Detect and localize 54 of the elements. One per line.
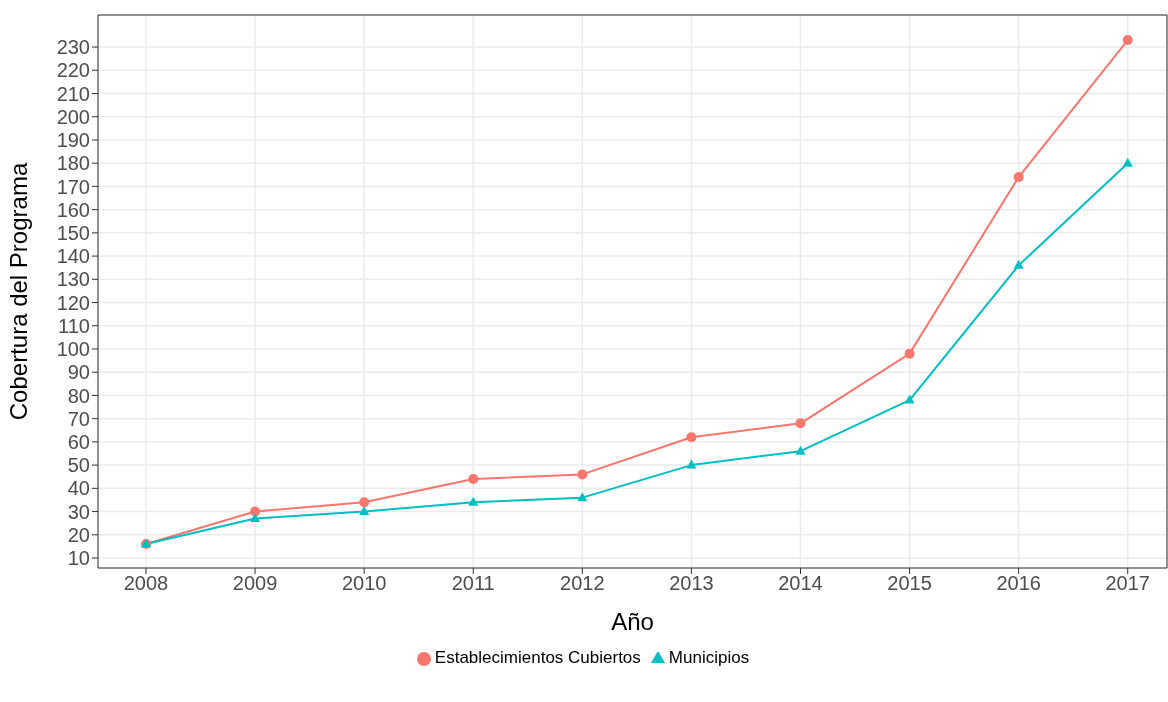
y-tick-label: 230 [56, 36, 90, 59]
point [359, 497, 370, 508]
x-axis-title: Año [611, 608, 654, 635]
y-tick-label: 170 [56, 175, 90, 198]
y-tick-label: 70 [67, 407, 90, 430]
y-tick-label: 190 [56, 129, 90, 152]
point [1013, 259, 1024, 269]
y-tick-label: 160 [56, 198, 90, 221]
x-tick-label: 2011 [451, 572, 495, 595]
point [1122, 35, 1133, 46]
point [686, 459, 697, 469]
point [468, 496, 479, 506]
y-tick-label: 30 [67, 500, 90, 523]
x-tick-label: 2015 [887, 572, 932, 595]
y-tick-label: 100 [56, 338, 90, 361]
y-tick-label: 150 [56, 221, 90, 244]
y-tick-label: 50 [67, 454, 90, 477]
y-axis-title: Cobertura del Programa [4, 162, 32, 421]
point [795, 445, 806, 455]
y-tick-label: 80 [67, 384, 90, 407]
y-tick-label: 40 [67, 477, 90, 500]
y-tick-label: 110 [58, 314, 90, 337]
point [1122, 157, 1133, 167]
point [468, 474, 479, 485]
point [1013, 172, 1024, 183]
legend-label: Municipios [668, 648, 750, 667]
y-tick-label: 220 [56, 59, 90, 82]
point [904, 394, 915, 404]
point [250, 513, 261, 523]
y-tick-label: 140 [56, 245, 90, 268]
y-tick-label: 180 [56, 152, 90, 175]
point [577, 469, 588, 480]
point [686, 432, 697, 443]
y-tick-label: 130 [56, 268, 90, 291]
y-tick-label: 20 [67, 523, 90, 546]
x-tick-label: 2017 [1105, 572, 1150, 595]
x-tick-label: 2009 [232, 572, 278, 595]
x-tick-label: 2014 [778, 572, 823, 595]
x-tick-label: 2010 [341, 572, 387, 595]
x-tick-label: 2012 [560, 572, 605, 595]
x-tick-label: 2008 [123, 572, 169, 595]
legend-label: Establecimientos Cubiertos [434, 648, 641, 667]
x-tick-label: 2016 [996, 572, 1041, 595]
point [359, 506, 370, 516]
y-tick-label: 10 [67, 547, 90, 570]
point [904, 348, 915, 359]
y-tick-label: 210 [56, 82, 90, 105]
point [577, 492, 588, 502]
y-tick-label: 120 [56, 291, 90, 314]
y-tick-label: 200 [56, 105, 90, 128]
y-tick-label: 90 [67, 361, 90, 384]
x-tick-label: 2013 [669, 572, 714, 595]
y-tick-label: 60 [67, 430, 90, 453]
point [795, 418, 806, 429]
